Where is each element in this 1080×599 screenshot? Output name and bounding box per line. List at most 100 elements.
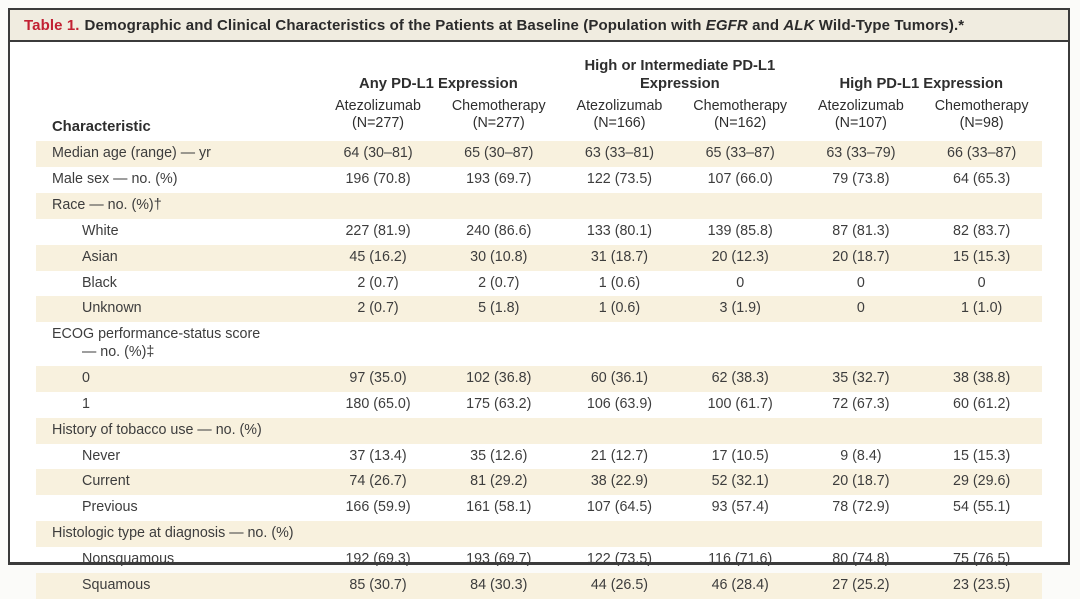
- cell-value: 0: [856, 274, 865, 291]
- cell-value: 82 (83.7): [953, 222, 1011, 239]
- cell-value: 81 (29.2): [470, 473, 528, 490]
- cell-value: 66 (33–87): [947, 145, 1017, 162]
- subheader-atezolizumab-high-int: Atezolizumab (N=166): [576, 97, 663, 132]
- cell-value: [680, 521, 801, 547]
- cell-value: [801, 193, 922, 219]
- table-number: Table 1.: [24, 17, 80, 34]
- cell-value: 2 (0.7): [478, 274, 520, 291]
- row-label: Current: [82, 473, 130, 490]
- cell-value: [438, 193, 559, 219]
- table-row: History of tobacco use — no. (%): [36, 417, 1042, 444]
- row-label: White: [82, 222, 119, 239]
- cell-value: 180 (65.0): [345, 395, 411, 412]
- row-label: Histologic type at diagnosis — no. (%): [52, 525, 294, 542]
- table-row: Never 37 (13.4) 35 (12.6) 21 (12.7) 17 (10.5…: [36, 444, 1042, 470]
- row-label: Race — no. (%)†: [52, 196, 162, 213]
- table-row: 0 97 (35.0) 102 (36.8) 60 (36.1) 62 (38.3) 35…: [36, 365, 1042, 392]
- cell-value: 87 (81.3): [832, 222, 890, 239]
- gene-egfr: EGFR: [705, 17, 748, 34]
- cell-value: 35 (32.7): [832, 369, 890, 386]
- title-segment: Wild-Type Tumors).*: [814, 17, 965, 34]
- group-header-high-or-intermediate-pdl1: High or Intermediate PD-L1 Expression: [584, 58, 776, 92]
- cell-value: 54 (55.1): [953, 499, 1011, 516]
- row-label: Median age (range) — yr: [52, 145, 211, 162]
- subheader-chemotherapy-high: Chemotherapy (N=98): [934, 97, 1029, 132]
- cell-value: 161 (58.1): [466, 499, 532, 516]
- row-label: Male sex — no. (%): [52, 171, 178, 188]
- row-label: ECOG performance-status score — no. (%)‡: [36, 322, 318, 366]
- group-header-high-pdl1: High PD-L1 Expression: [839, 75, 1004, 92]
- row-label: 1: [82, 395, 90, 412]
- table-card: Table 1. Demographic and Clinical Charact…: [8, 8, 1070, 599]
- cell-value: 64 (65.3): [953, 171, 1011, 188]
- cell-value: [438, 418, 559, 444]
- table-row: Black 2 (0.7) 2 (0.7) 1 (0.6) 0 0 0: [36, 271, 1042, 297]
- row-label: Black: [82, 274, 117, 291]
- cell-value: 193 (69.7): [466, 171, 532, 188]
- cell-value: 1 (0.6): [598, 274, 641, 291]
- cell-value: 80 (74.8): [832, 550, 890, 567]
- cell-value: 9 (8.4): [840, 447, 882, 464]
- group-header-any-pdl1: Any PD-L1 Expression: [359, 75, 518, 92]
- cell-value: [921, 418, 1042, 444]
- cell-value: 23 (23.5): [953, 576, 1011, 593]
- row-label: Never: [82, 447, 121, 464]
- cell-value: [559, 193, 680, 219]
- cell-value: 193 (69.7): [466, 550, 532, 567]
- cell-value: [559, 521, 680, 547]
- cell-value: 93 (57.4): [711, 499, 769, 516]
- cell-value: [801, 418, 922, 444]
- cell-value: 60 (36.1): [590, 369, 649, 386]
- table-row: 1 180 (65.0) 175 (63.2) 106 (63.9) 100 (61.7…: [36, 392, 1042, 418]
- cell-value: [559, 418, 680, 444]
- cell-value: 102 (36.8): [466, 369, 532, 386]
- cell-value: [921, 322, 1042, 366]
- cell-value: 64 (30–81): [343, 145, 413, 162]
- cell-value: 116 (71.6): [708, 550, 773, 567]
- cell-value: 85 (30.7): [349, 576, 407, 593]
- row-label: Nonsquamous: [82, 550, 175, 567]
- cell-value: 133 (80.1): [586, 222, 653, 239]
- gene-alk: ALK: [783, 17, 815, 34]
- cell-value: [438, 521, 559, 547]
- table-row: Previous 166 (59.9) 161 (58.1) 107 (64.5) 93…: [36, 495, 1042, 521]
- cell-value: 44 (26.5): [590, 576, 649, 593]
- cell-value: [559, 322, 680, 366]
- cell-value: [921, 193, 1042, 219]
- cell-value: 2 (0.7): [357, 274, 399, 291]
- row-label: 0: [82, 369, 90, 386]
- cell-value: 0: [977, 274, 986, 291]
- cell-value: 3 (1.9): [719, 300, 761, 317]
- cell-value: 107 (66.0): [707, 171, 773, 188]
- cell-value: 45 (16.2): [349, 248, 407, 265]
- cell-value: 65 (33–87): [705, 145, 775, 162]
- cell-value: [318, 193, 439, 219]
- cell-value: 52 (32.1): [711, 473, 769, 490]
- subheader-chemotherapy-high-int: Chemotherapy (N=162): [693, 97, 788, 132]
- cell-value: 62 (38.3): [711, 369, 769, 386]
- table-row: Asian 45 (16.2) 30 (10.8) 31 (18.7) 20 (12.3…: [36, 244, 1042, 271]
- cell-value: 139 (85.8): [707, 222, 773, 239]
- cell-value: 17 (10.5): [711, 447, 769, 464]
- cell-value: 72 (67.3): [832, 395, 890, 412]
- cell-value: 27 (25.2): [832, 576, 890, 593]
- cell-value: 78 (72.9): [832, 499, 890, 516]
- table-body-area: Characteristic Any PD-L1 Expression High…: [10, 42, 1068, 599]
- cell-value: [801, 322, 922, 366]
- cell-value: 5 (1.8): [478, 300, 520, 317]
- cell-value: 2 (0.7): [357, 300, 399, 317]
- cell-value: 38 (38.8): [953, 369, 1011, 386]
- cell-value: 122 (73.5): [586, 171, 653, 188]
- cell-value: 74 (26.7): [349, 473, 407, 490]
- title-segment: Demographic and Clinical Characteristics…: [84, 17, 706, 34]
- table-row: ECOG performance-status score — no. (%)‡: [36, 322, 1042, 366]
- characteristics-table: Characteristic Any PD-L1 Expression High…: [36, 46, 1042, 599]
- table-row: Median age (range) — yr 64 (30–81) 65 (30–…: [36, 141, 1042, 168]
- cell-value: 20 (12.3): [711, 248, 769, 265]
- subheader-atezolizumab-any: Atezolizumab (N=277): [335, 97, 421, 132]
- row-label-line2: — no. (%)‡: [82, 344, 155, 361]
- table-row: Current 74 (26.7) 81 (29.2) 38 (22.9) 52 (32…: [36, 469, 1042, 496]
- cell-value: 21 (12.7): [590, 447, 649, 464]
- cell-value: [318, 322, 439, 366]
- cell-value: 65 (30–87): [464, 145, 534, 162]
